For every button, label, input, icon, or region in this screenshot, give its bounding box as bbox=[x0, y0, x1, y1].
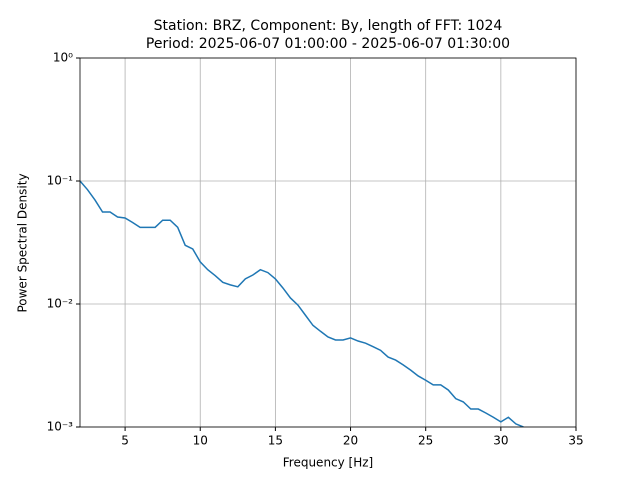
x-tick-label: 15 bbox=[268, 434, 283, 448]
y-tick-label: 10⁻³ bbox=[47, 420, 74, 434]
x-axis-label: Frequency [Hz] bbox=[283, 456, 374, 470]
x-tick-label: 5 bbox=[121, 434, 129, 448]
chart-subtitle: Period: 2025-06-07 01:00:00 - 2025-06-07… bbox=[146, 36, 510, 52]
x-tick-label: 25 bbox=[418, 434, 433, 448]
y-tick-label: 10⁰ bbox=[53, 51, 73, 65]
x-tick-label: 20 bbox=[343, 434, 358, 448]
data-line bbox=[80, 180, 524, 427]
y-tick-label: 10⁻¹ bbox=[47, 174, 74, 188]
plot-frame bbox=[79, 57, 577, 428]
y-axis-label: Power Spectral Density bbox=[16, 173, 30, 312]
x-tick-label: 35 bbox=[568, 434, 583, 448]
x-tick-label: 30 bbox=[493, 434, 508, 448]
chart-title: Station: BRZ, Component: By, length of F… bbox=[154, 18, 503, 34]
y-tick-label: 10⁻² bbox=[47, 297, 74, 311]
x-tick-label: 10 bbox=[193, 434, 208, 448]
